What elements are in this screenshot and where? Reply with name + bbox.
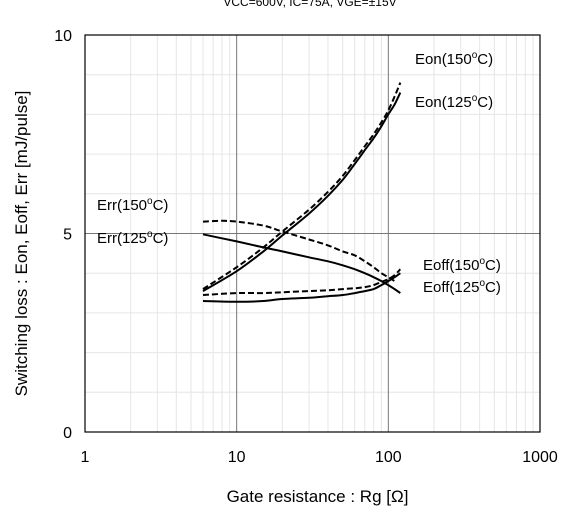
series-line-err-125-c [202,233,401,294]
x-axis-ticks: 1 10 100 1000 [81,449,558,466]
x-tick-label: 100 [375,449,402,466]
major-grid [85,35,540,432]
x-axis-title: Gate resistance : Rg [Ω] [227,487,409,506]
series-lines [202,82,402,303]
x-tick-label: 1 [81,449,90,466]
series-label-eon-125-c: Eon(125oC) [415,93,493,111]
chart-top-text: VCC=600V, IC=75A, VGE=±15V [223,0,396,9]
series-line-eon-150-c [202,82,402,290]
y-tick-label: 0 [63,425,72,442]
series-label-eoff-150-c: Eoff(150oC) [423,256,501,274]
y-axis-ticks: 0 5 10 [54,28,72,442]
series-line-eoff-125-c [202,272,401,303]
series-line-eoff-150-c [202,268,402,296]
series-label-eoff-125-c: Eoff(125oC) [423,278,501,296]
series-label-err-150-c: Err(150oC) [97,196,168,214]
series-line-err-150-c [202,219,396,282]
series-line-eon-125-c [202,92,402,292]
x-tick-label: 10 [228,449,246,466]
plot-frame [84,34,541,433]
series-labels: Eon(150oC) Eon(125oC) Err(150oC) Err(125oC)… [97,50,501,296]
series-label-eon-150-c: Eon(150oC) [415,50,493,68]
series-label-err-125-c: Err(125oC) [97,229,168,247]
y-tick-label: 5 [63,227,72,244]
y-axis-title: Switching loss : Eon, Eoff, Err [mJ/puls… [12,91,31,397]
y-tick-label: 10 [54,28,72,45]
x-tick-label: 1000 [522,449,558,466]
